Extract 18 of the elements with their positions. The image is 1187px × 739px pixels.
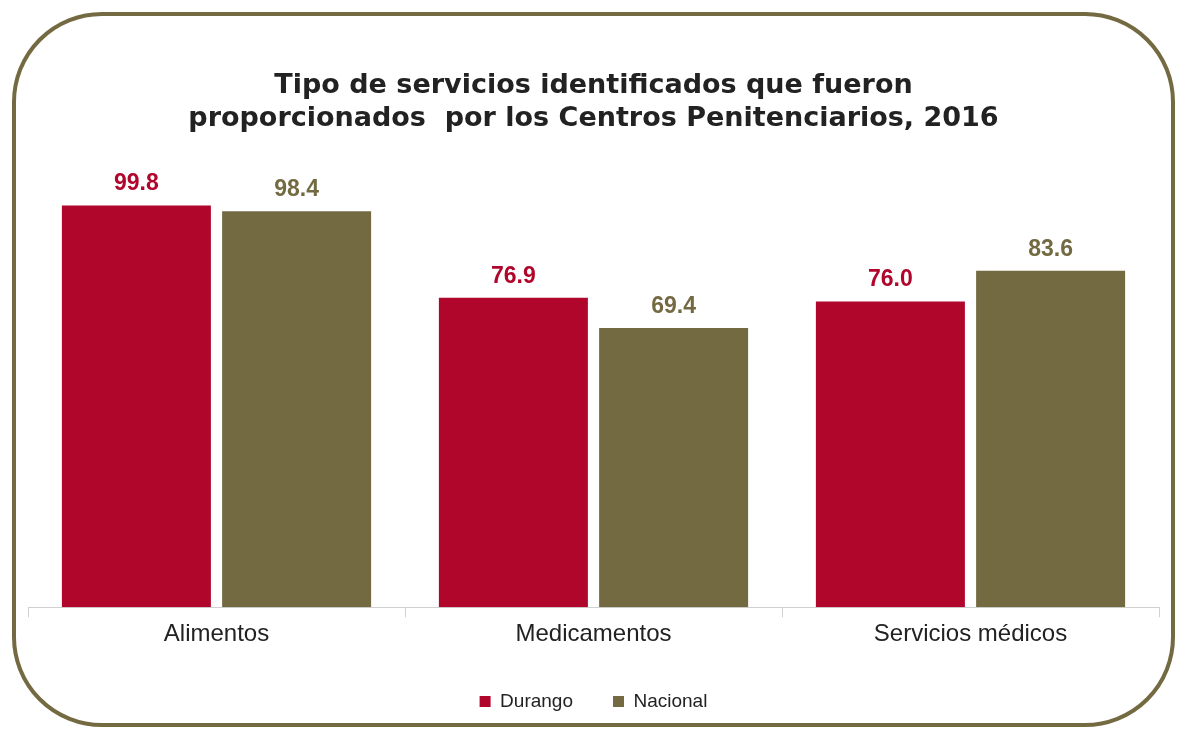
bar (61, 205, 211, 608)
bar (599, 327, 749, 608)
legend-label: Nacional (633, 689, 708, 711)
bar (438, 297, 588, 608)
data-label: 99.8 (114, 169, 159, 196)
data-label: 98.4 (274, 175, 320, 202)
bar (976, 270, 1126, 608)
data-label: 76.9 (491, 261, 536, 288)
x-tick-label: Medicamentos (515, 619, 672, 647)
data-label: 76.0 (868, 265, 913, 292)
x-tick-label: Servicios médicos (873, 619, 1068, 647)
data-label: 83.6 (1028, 234, 1073, 261)
chart-title: Tipo de servicios identificados que fueron proporcionados por los Centros Penitenciarios, 2016 (188, 68, 999, 132)
bar (815, 301, 965, 608)
bar (222, 211, 372, 608)
x-tick-label: Alimentos (163, 619, 270, 647)
legend-label: Durango (500, 689, 573, 711)
data-label: 69.4 (651, 291, 697, 318)
